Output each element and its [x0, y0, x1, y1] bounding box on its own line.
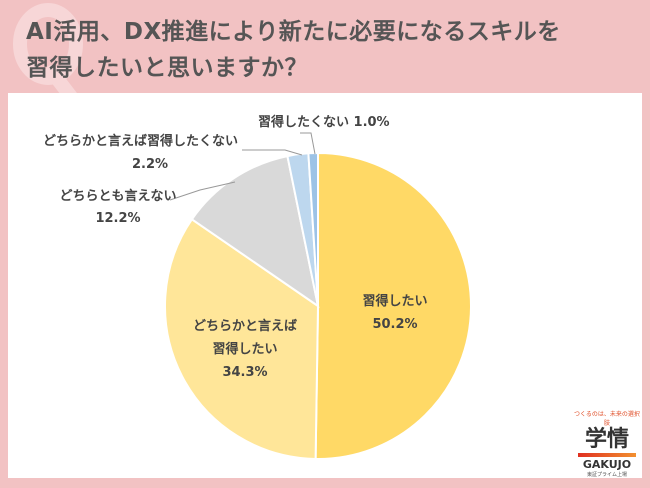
label-slice-2: どちらとも言えない — [59, 188, 176, 204]
logo-bar — [578, 453, 636, 457]
label-slice-1: どちらかと言えば — [193, 318, 297, 334]
label-slice-1b: 習得したい — [212, 341, 277, 357]
pie-slice-0 — [314, 151, 472, 460]
pie-slice-1 — [164, 217, 320, 460]
logo-tagline: つくるのは、未来の選択肢 — [574, 411, 640, 427]
label-slice-4: 習得したくない 1.0% — [258, 114, 390, 130]
value-slice-1: 34.3% — [222, 365, 267, 380]
logo-name-jp: 学情 — [584, 427, 629, 452]
value-slice-3: 2.2% — [132, 157, 168, 172]
pie-slice-4 — [307, 151, 319, 307]
pie-slice-2 — [190, 154, 320, 309]
label-slice-0: 習得したい — [362, 293, 427, 309]
leader-line — [169, 181, 236, 201]
title-line-2: 習得したいと思いますか？ — [26, 55, 308, 81]
value-slice-2: 12.2% — [95, 211, 140, 226]
logo-name-en: GAKUJO — [582, 458, 632, 471]
logo-sub: 東証プライム上場 — [587, 472, 627, 478]
leader-line — [300, 132, 316, 155]
page-title: AI活用、DX推進により新たに必要になるスキルを 習得したいと思いますか？ — [26, 14, 561, 86]
leader-line — [242, 149, 303, 156]
value-slice-0: 50.2% — [372, 317, 417, 332]
label-slice-3: どちらかと言えば習得したくない — [43, 133, 238, 149]
gakujo-logo: つくるのは、未来の選択肢 学情 GAKUJO 東証プライム上場 — [572, 410, 642, 479]
title-line-1: AI活用、DX推進により新たに必要になるスキルを — [26, 19, 561, 45]
